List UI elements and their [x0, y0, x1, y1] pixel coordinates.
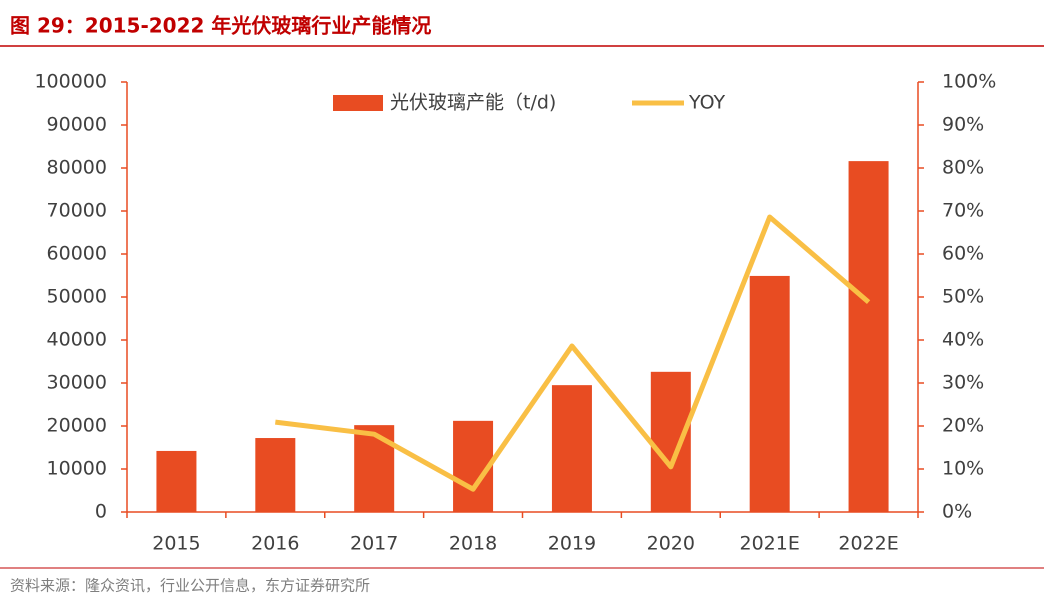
legend-label: YOY [688, 92, 725, 114]
x-tick-label: 2016 [251, 533, 299, 555]
y-tick-label: 10000 [47, 458, 107, 480]
bar [650, 371, 691, 512]
y-tick-label: 40000 [47, 329, 107, 351]
bar [156, 450, 197, 512]
bar [354, 425, 395, 512]
bar [749, 275, 790, 512]
y-tick-label: 100000 [34, 71, 107, 93]
y2-tick-label: 50% [942, 286, 984, 308]
y2-tick-label: 60% [942, 243, 984, 265]
x-tick-label: 2017 [350, 533, 398, 555]
y-tick-label: 30000 [47, 372, 107, 394]
x-tick-label: 2022E [838, 533, 898, 555]
y2-tick-label: 70% [942, 200, 984, 222]
y2-tick-label: 10% [942, 458, 984, 480]
x-tick-label: 2020 [647, 533, 695, 555]
y2-tick-label: 0% [942, 501, 972, 523]
y-tick-label: 90000 [47, 114, 107, 136]
chart-title: 图 29：2015-2022 年光伏玻璃行业产能情况 [10, 14, 431, 38]
y2-tick-label: 100% [942, 71, 996, 93]
y-tick-label: 20000 [47, 415, 107, 437]
y-tick-label: 50000 [47, 286, 107, 308]
x-tick-label: 2018 [449, 533, 497, 555]
y2-tick-label: 30% [942, 372, 984, 394]
x-tick-label: 2021E [740, 533, 800, 555]
bar [551, 385, 592, 512]
y2-tick-label: 20% [942, 415, 984, 437]
y-tick-label: 80000 [47, 157, 107, 179]
bar [255, 438, 296, 512]
y2-tick-label: 80% [942, 157, 984, 179]
legend-label: 光伏玻璃产能（t/d) [390, 92, 556, 114]
y-tick-label: 0 [95, 501, 107, 523]
y2-tick-label: 40% [942, 329, 984, 351]
source-note: 资料来源：隆众资讯，行业公开信息，东方证券研究所 [10, 577, 370, 595]
x-tick-label: 2015 [152, 533, 200, 555]
y-tick-label: 60000 [47, 243, 107, 265]
line [275, 214, 871, 492]
y2-tick-label: 90% [942, 114, 984, 136]
y-tick-label: 70000 [47, 200, 107, 222]
x-tick-label: 2019 [548, 533, 596, 555]
legend-swatch [333, 95, 383, 111]
bar [848, 161, 889, 512]
